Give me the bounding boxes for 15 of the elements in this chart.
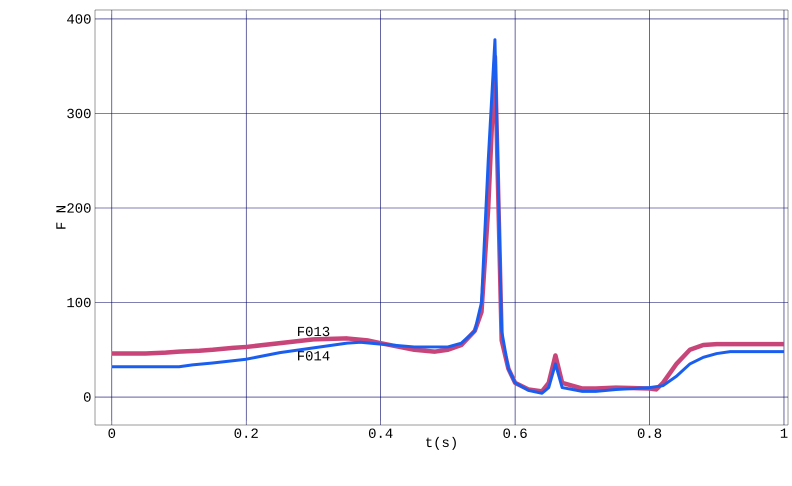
series-label: F013	[298, 326, 330, 336]
series-label: F014	[298, 351, 330, 361]
x-tick-label: 0.4	[368, 428, 393, 438]
y-tick-label: 400	[67, 14, 91, 24]
x-tick-label: 0.8	[638, 428, 662, 438]
x-axis-title: t(s)	[426, 436, 456, 450]
y-tick-label: 100	[67, 298, 91, 308]
y-tick-label: 200	[67, 203, 91, 213]
x-tick-label: 0.6	[503, 428, 527, 438]
y-axis-title: F N	[56, 206, 66, 229]
x-tick-label: 1	[780, 428, 788, 438]
y-tick-label: 0	[84, 392, 91, 402]
x-tick-label: 0.2	[234, 428, 258, 438]
x-tick-label: 0	[108, 428, 116, 438]
y-tick-label: 300	[67, 108, 91, 118]
